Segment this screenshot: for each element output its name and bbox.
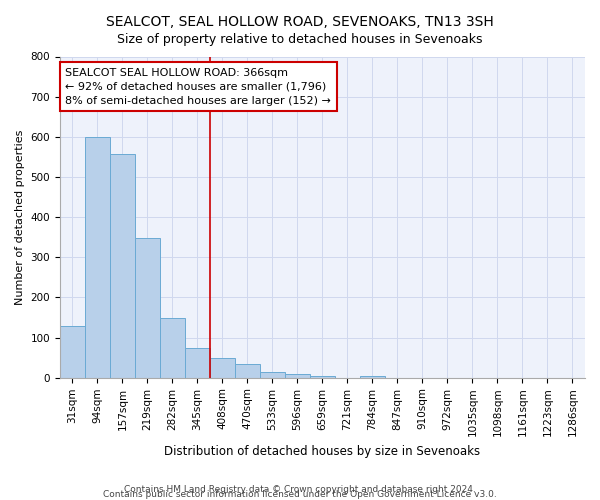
Bar xyxy=(285,374,310,378)
X-axis label: Distribution of detached houses by size in Sevenoaks: Distribution of detached houses by size … xyxy=(164,444,481,458)
Text: SEALCOT SEAL HOLLOW ROAD: 366sqm
← 92% of detached houses are smaller (1,796)
8%: SEALCOT SEAL HOLLOW ROAD: 366sqm ← 92% o… xyxy=(65,68,331,106)
Bar xyxy=(185,348,210,378)
Bar xyxy=(235,364,260,378)
Bar xyxy=(360,376,385,378)
Bar xyxy=(260,372,285,378)
Bar xyxy=(210,358,235,378)
Text: Size of property relative to detached houses in Sevenoaks: Size of property relative to detached ho… xyxy=(117,32,483,46)
Text: SEALCOT, SEAL HOLLOW ROAD, SEVENOAKS, TN13 3SH: SEALCOT, SEAL HOLLOW ROAD, SEVENOAKS, TN… xyxy=(106,15,494,29)
Bar xyxy=(160,318,185,378)
Bar xyxy=(60,326,85,378)
Bar xyxy=(310,376,335,378)
Text: Contains public sector information licensed under the Open Government Licence v3: Contains public sector information licen… xyxy=(103,490,497,499)
Bar xyxy=(85,137,110,378)
Bar xyxy=(110,154,135,378)
Y-axis label: Number of detached properties: Number of detached properties xyxy=(15,130,25,305)
Text: Contains HM Land Registry data © Crown copyright and database right 2024.: Contains HM Land Registry data © Crown c… xyxy=(124,485,476,494)
Bar xyxy=(135,238,160,378)
